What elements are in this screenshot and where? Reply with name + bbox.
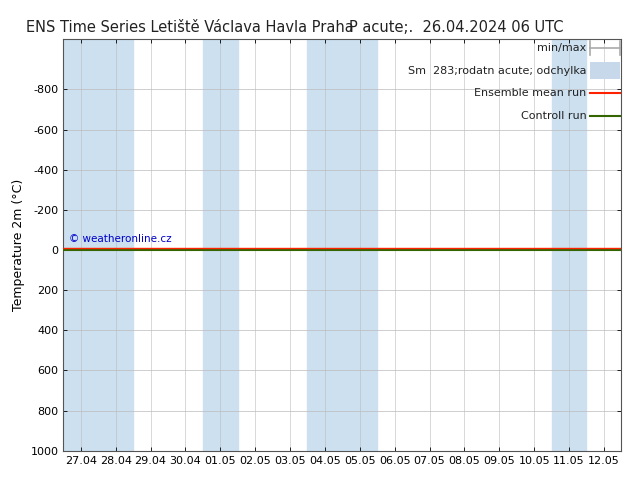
Text: P acute;.  26.04.2024 06 UTC: P acute;. 26.04.2024 06 UTC xyxy=(349,20,564,35)
Point xyxy=(112,247,119,253)
Point xyxy=(112,247,119,253)
FancyBboxPatch shape xyxy=(590,62,620,79)
Text: Controll run: Controll run xyxy=(521,111,586,121)
Bar xyxy=(98,39,133,451)
Text: min/max: min/max xyxy=(538,43,586,53)
Point xyxy=(110,247,117,253)
Bar xyxy=(552,39,586,451)
Text: Ensemble mean run: Ensemble mean run xyxy=(474,88,586,98)
Point xyxy=(110,247,117,253)
Y-axis label: Temperature 2m (°C): Temperature 2m (°C) xyxy=(12,179,25,311)
Text: © weatheronline.cz: © weatheronline.cz xyxy=(69,234,172,244)
Text: Sm  283;rodatn acute; odchylka: Sm 283;rodatn acute; odchylka xyxy=(408,66,586,75)
Bar xyxy=(203,39,238,451)
Bar xyxy=(63,39,98,451)
Text: ENS Time Series Letiště Václava Havla Praha: ENS Time Series Letiště Václava Havla Pr… xyxy=(27,20,354,35)
Point xyxy=(110,247,117,253)
Bar xyxy=(342,39,377,451)
Bar xyxy=(307,39,342,451)
Point xyxy=(110,247,117,253)
Point xyxy=(110,247,117,253)
Point xyxy=(112,247,119,253)
Point xyxy=(112,247,119,253)
Point xyxy=(112,247,119,253)
